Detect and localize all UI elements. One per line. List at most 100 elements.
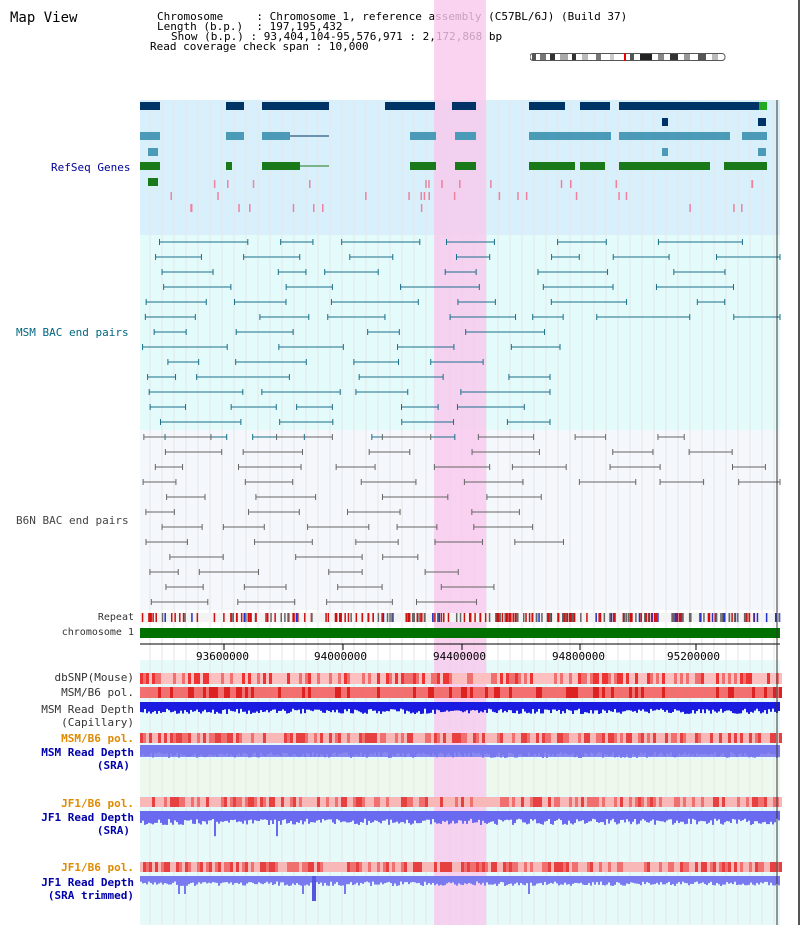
- read-depth-bar: [664, 876, 666, 885]
- pol-density-cell: [665, 733, 668, 743]
- read-depth-bar: [560, 811, 562, 821]
- repeat-element: [528, 613, 531, 622]
- read-depth-bar: [206, 876, 208, 884]
- repeat-element: [631, 613, 633, 622]
- pol-density-cell: [149, 797, 152, 807]
- pol-density-cell: [641, 687, 644, 698]
- pol-density-cell: [236, 862, 239, 872]
- read-depth-bar: [526, 702, 528, 714]
- pol-density-cell: [551, 862, 554, 872]
- read-depth-bar: [316, 702, 318, 710]
- read-depth-bar: [628, 876, 630, 885]
- pol-density-cell: [467, 687, 470, 698]
- read-depth-bar: [668, 702, 670, 713]
- read-depth-bar: [568, 702, 570, 711]
- repeat-element: [196, 613, 199, 622]
- repeat-element: [627, 613, 630, 622]
- pol-density-cell: [446, 797, 449, 807]
- pol-density-cell: [533, 797, 536, 807]
- pol-density-cell: [665, 797, 668, 807]
- read-depth-bar: [498, 702, 500, 711]
- pol-density-cell: [758, 687, 761, 698]
- read-depth-bar: [592, 811, 594, 819]
- read-depth-bar: [504, 745, 506, 758]
- pol-density-cell: [422, 862, 425, 872]
- pol-density-cell: [581, 687, 584, 698]
- read-depth-bar: [588, 811, 590, 822]
- track-label-b6n-bac[interactable]: B6N BAC end pairs: [16, 514, 129, 527]
- pol-density-cell: [479, 733, 482, 743]
- read-depth-bar: [408, 811, 410, 824]
- read-depth-bar: [604, 702, 606, 711]
- read-depth-bar: [388, 702, 390, 712]
- read-depth-bar: [152, 811, 154, 825]
- repeat-element: [690, 613, 692, 622]
- read-depth-bar: [756, 745, 758, 757]
- pol-density-cell: [572, 687, 575, 698]
- read-depth-bar: [494, 811, 496, 824]
- track-label-msm-bac[interactable]: MSM BAC end pairs: [16, 326, 129, 339]
- read-depth-bar: [298, 876, 300, 885]
- info-length: Length (b.p.) : 197,195,432: [157, 20, 343, 33]
- read-depth-bar: [584, 811, 586, 824]
- pol-density-cell: [746, 673, 749, 684]
- read-depth-bar: [764, 876, 766, 882]
- read-depth-bar: [224, 876, 226, 883]
- read-depth-bar: [572, 876, 574, 884]
- pol-density-cell: [599, 733, 602, 743]
- read-depth-bar: [560, 702, 562, 714]
- pol-density-cell: [575, 733, 578, 743]
- repeat-element: [743, 613, 746, 622]
- pol-density-cell: [722, 797, 725, 807]
- read-depth-bar: [210, 702, 212, 713]
- pol-density-cell: [374, 733, 377, 743]
- read-depth-bar: [346, 745, 348, 753]
- track-label-refseq[interactable]: RefSeq Genes: [51, 161, 131, 174]
- pol-density-cell: [698, 797, 701, 807]
- read-depth-bar: [692, 876, 694, 885]
- read-depth-bar: [652, 745, 654, 756]
- chromosome-ideogram[interactable]: [530, 53, 726, 61]
- read-depth-bar: [726, 811, 728, 822]
- read-depth-bar: [420, 811, 422, 823]
- read-depth-bar: [208, 745, 210, 755]
- pol-density-cell: [392, 797, 395, 807]
- pol-density-cell: [416, 797, 419, 807]
- pol-density-cell: [386, 687, 389, 698]
- read-depth-bar: [408, 745, 410, 754]
- read-depth-bar: [686, 876, 688, 884]
- gene-tick: [625, 192, 628, 200]
- pol-density-cell: [395, 797, 398, 807]
- read-depth-bar: [570, 702, 572, 711]
- pol-density-cell: [500, 733, 503, 743]
- read-depth-bar: [246, 702, 248, 714]
- pol-density-cell: [233, 862, 236, 872]
- pol-density-cell: [290, 862, 293, 872]
- pol-density-cell: [290, 797, 293, 807]
- read-depth-bar: [716, 702, 718, 713]
- read-depth-bar: [488, 811, 490, 823]
- pol-density-cell: [704, 862, 707, 872]
- read-depth-bar: [334, 811, 336, 824]
- pol-density-cell: [599, 687, 602, 698]
- pol-density-cell: [347, 797, 350, 807]
- read-depth-bar: [554, 702, 556, 710]
- pol-density-cell: [329, 733, 332, 743]
- gene-tick: [322, 204, 324, 212]
- read-depth-bar: [310, 702, 312, 711]
- pol-density-cell: [242, 687, 245, 698]
- repeat-element: [522, 613, 525, 622]
- read-depth-bar: [390, 876, 392, 884]
- read-depth-bar: [708, 702, 710, 711]
- pol-density-cell: [674, 673, 677, 684]
- pol-density-cell: [296, 673, 299, 684]
- read-depth-bar: [544, 702, 546, 710]
- pol-density-cell: [260, 733, 263, 743]
- read-depth-bar: [174, 745, 176, 755]
- read-depth-bar: [354, 745, 356, 755]
- repeat-element: [672, 613, 675, 622]
- pol-density-cell: [671, 673, 674, 684]
- pol-density-cell: [293, 687, 296, 698]
- read-depth-bar: [140, 811, 142, 824]
